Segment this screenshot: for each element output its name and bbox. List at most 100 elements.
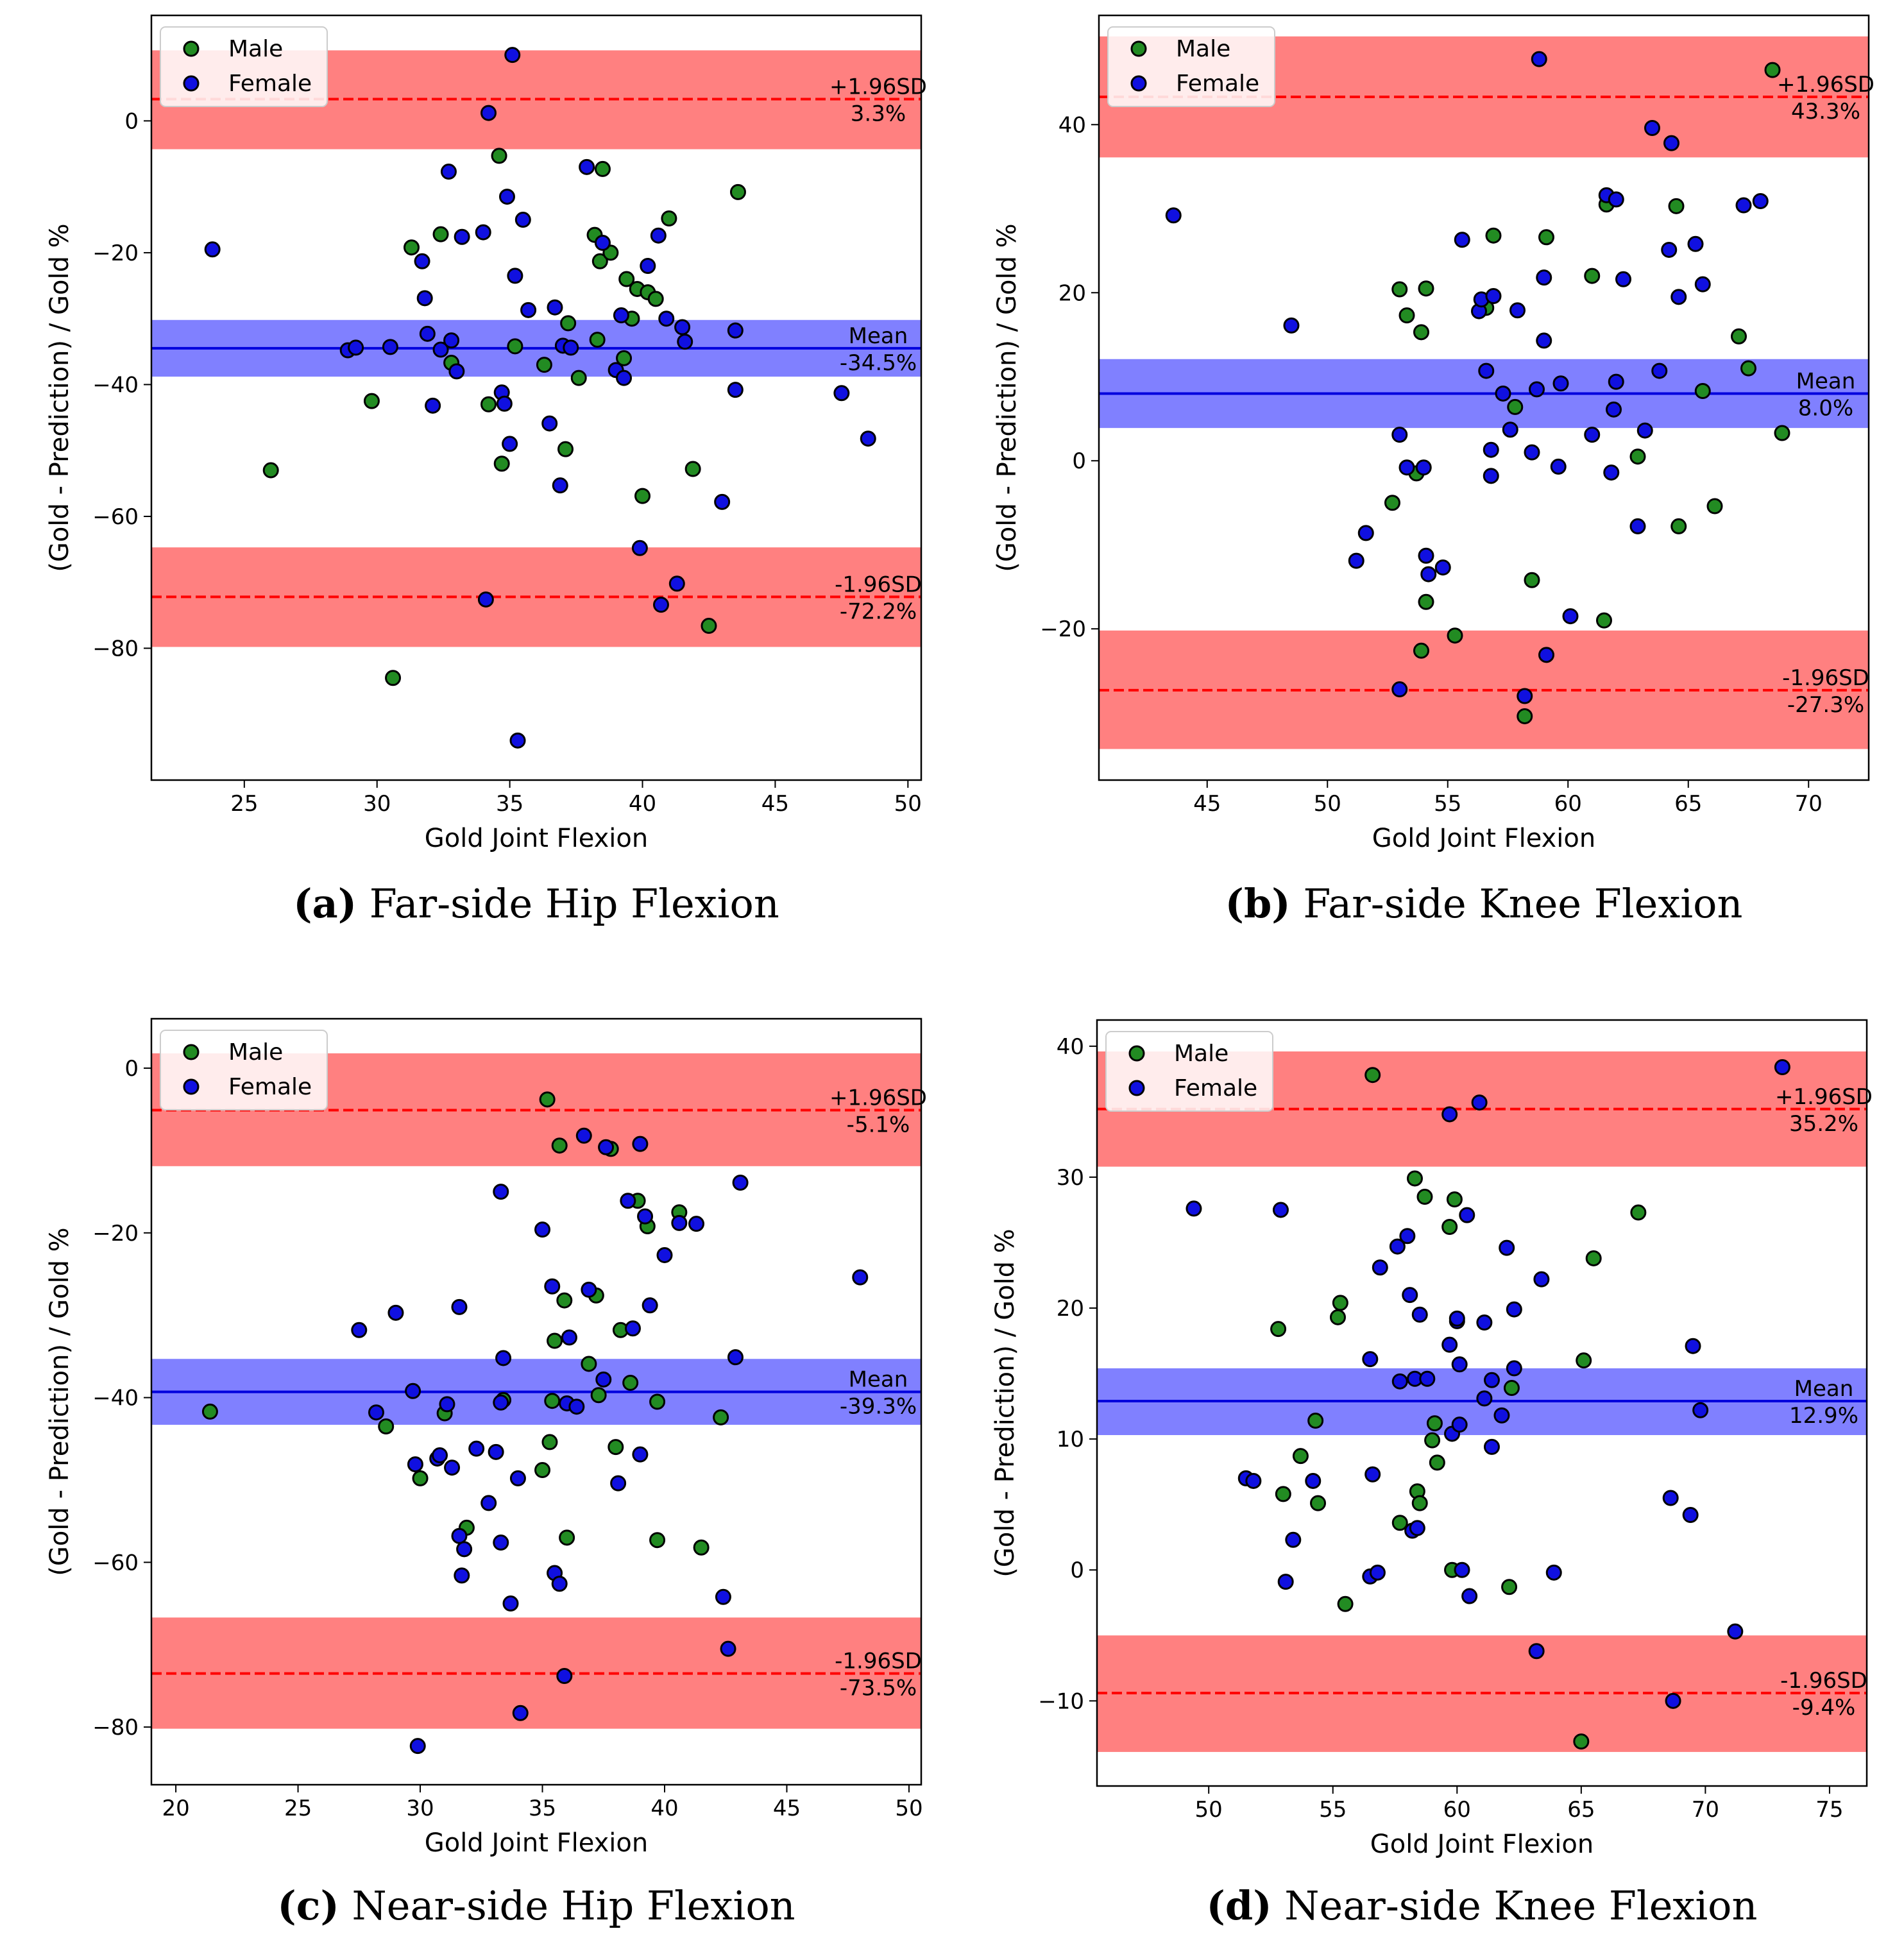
data-point — [1687, 235, 1704, 252]
x-tick-label: 50 — [1314, 791, 1341, 817]
data-point — [1277, 1574, 1294, 1590]
data-point — [1740, 360, 1756, 377]
mean-value: -39.3% — [840, 1394, 917, 1420]
data-point — [507, 338, 523, 355]
data-point — [631, 540, 648, 556]
data-point — [570, 370, 587, 386]
data-point — [1774, 1059, 1790, 1075]
data-point — [1454, 232, 1470, 248]
y-tick-label: 40 — [1058, 112, 1086, 138]
data-point — [556, 1292, 573, 1309]
data-point — [1461, 1588, 1478, 1604]
lower-loa-label: -1.96SD — [1782, 665, 1869, 691]
data-point — [1476, 1390, 1493, 1407]
data-point — [547, 299, 563, 316]
data-point — [575, 1127, 592, 1144]
y-tick-label: −60 — [92, 1550, 139, 1576]
data-point — [1337, 1595, 1354, 1612]
x-tick-label: 20 — [162, 1796, 189, 1821]
x-tick-label: 25 — [230, 791, 258, 817]
data-point — [1364, 1067, 1381, 1084]
series-female — [1165, 51, 1769, 704]
data-point — [715, 1588, 731, 1605]
data-point — [1603, 464, 1620, 481]
data-point — [1735, 197, 1752, 214]
mean-value: 8.0% — [1798, 395, 1853, 421]
data-point — [610, 1475, 627, 1492]
data-point — [507, 268, 523, 284]
data-point — [656, 1246, 673, 1263]
data-point — [1662, 1490, 1679, 1506]
data-point — [1636, 422, 1653, 439]
data-point — [480, 105, 497, 121]
data-point — [1608, 373, 1624, 390]
plot-frame — [1096, 1019, 1868, 1787]
data-point — [1615, 271, 1631, 287]
upper-loa-label: +1.96SD — [1775, 1084, 1873, 1110]
data-point — [668, 575, 685, 592]
plot-area — [151, 1053, 921, 1755]
data-point — [732, 1174, 749, 1191]
x-tick-label: 35 — [529, 1796, 556, 1821]
data-point — [509, 1470, 526, 1486]
data-point — [1503, 1380, 1520, 1397]
y-tick-label: 0 — [124, 1056, 139, 1082]
data-point — [1447, 627, 1463, 644]
data-point — [1348, 552, 1364, 569]
data-point — [551, 1576, 568, 1592]
data-point — [1357, 525, 1374, 541]
data-point — [634, 488, 651, 504]
data-point — [1402, 1287, 1418, 1304]
data-point — [1529, 381, 1545, 398]
data-point — [409, 1738, 426, 1755]
data-point — [405, 1382, 421, 1399]
data-point — [1411, 1306, 1428, 1323]
series-female — [1186, 1059, 1790, 1709]
data-point — [544, 1393, 561, 1409]
data-point — [348, 339, 364, 356]
data-point — [1441, 1218, 1458, 1235]
upper-loa-value: 3.3% — [851, 101, 906, 127]
data-point — [1764, 62, 1781, 78]
data-point — [568, 1399, 585, 1415]
data-point — [1524, 572, 1540, 588]
caption-space — [1272, 1882, 1285, 1929]
series-female — [351, 1127, 869, 1755]
data-point — [432, 226, 449, 242]
data-point — [1694, 276, 1711, 293]
caption-label: (c) — [277, 1882, 339, 1929]
y-tick-label: −10 — [1038, 1688, 1084, 1714]
data-point — [496, 395, 513, 412]
caption-title: Far-side Knee Flexion — [1303, 880, 1742, 927]
data-point — [1478, 362, 1495, 379]
data-point — [677, 334, 693, 350]
data-point — [1409, 1520, 1425, 1536]
data-point — [1483, 468, 1499, 484]
data-point — [547, 1332, 563, 1349]
data-point — [714, 493, 731, 510]
caption-label: (b) — [1225, 880, 1291, 927]
data-point — [1550, 458, 1567, 475]
data-point — [1752, 192, 1769, 209]
data-point — [598, 1139, 615, 1155]
data-point — [456, 1541, 473, 1558]
data-point — [451, 1298, 468, 1315]
legend-marker-female — [183, 75, 200, 92]
data-point — [640, 257, 656, 274]
y-axis-label: (Gold - Prediction) / Gold % — [992, 223, 1022, 572]
data-point — [563, 339, 579, 356]
data-point — [1584, 268, 1601, 284]
data-point — [729, 183, 746, 200]
data-point — [1727, 1623, 1744, 1640]
data-point — [579, 158, 595, 175]
data-point — [1629, 448, 1646, 465]
legend-marker-female — [183, 1078, 200, 1095]
y-tick-label: −20 — [1040, 617, 1086, 642]
lower-loa-label: -1.96SD — [835, 572, 922, 597]
data-point — [688, 1216, 705, 1232]
data-point — [477, 591, 494, 608]
data-point — [414, 253, 430, 269]
data-point — [1493, 1407, 1510, 1424]
data-point — [1670, 289, 1687, 305]
